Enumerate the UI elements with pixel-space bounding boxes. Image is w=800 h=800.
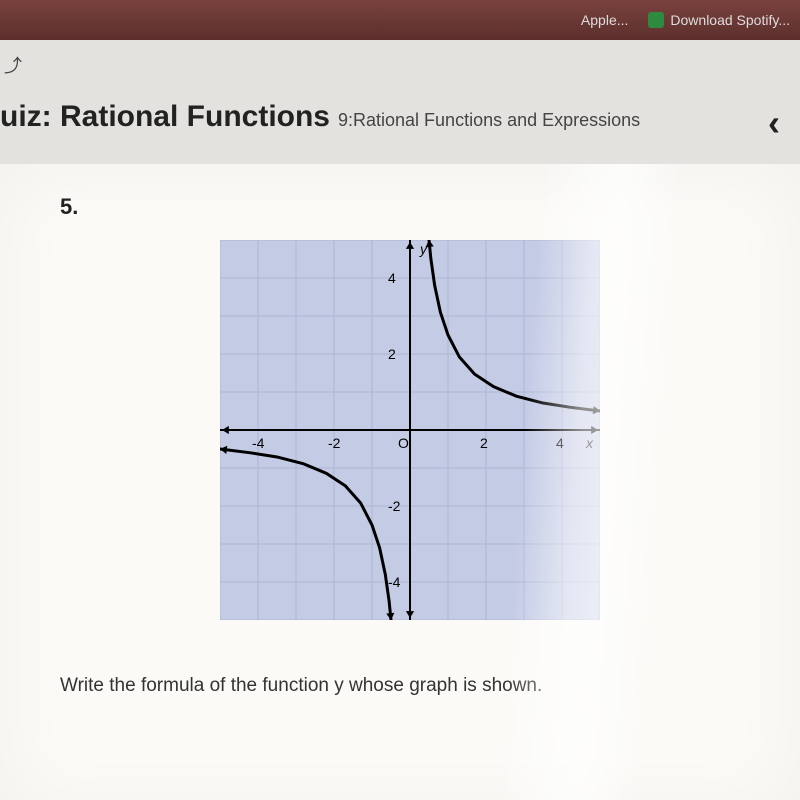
browser-chrome-bar: Apple... Download Spotify... <box>0 0 800 40</box>
question-card: 5. -4 -2 O 2 4 -4 -2 2 4 x y Write the formula of … <box>0 164 800 800</box>
svg-text:2: 2 <box>388 346 396 362</box>
svg-text:-2: -2 <box>388 498 401 514</box>
svg-text:4: 4 <box>388 270 396 286</box>
svg-text:O: O <box>398 435 409 451</box>
page-body: ⤴ ‹ uiz: Rational Functions 9:Rational F… <box>0 40 800 800</box>
tab-label: Apple... <box>581 12 628 28</box>
back-chevron-icon[interactable]: ‹ <box>768 102 780 144</box>
function-graph: -4 -2 O 2 4 -4 -2 2 4 x y <box>220 240 600 625</box>
svg-text:x: x <box>585 435 594 451</box>
page-title-row: uiz: Rational Functions 9:Rational Funct… <box>0 100 800 134</box>
question-number: 5. <box>60 194 760 220</box>
svg-text:-2: -2 <box>328 435 341 451</box>
svg-text:2: 2 <box>480 435 488 451</box>
svg-text:y: y <box>419 241 428 257</box>
browser-tab-spotify[interactable]: Download Spotify... <box>648 12 790 28</box>
svg-text:4: 4 <box>556 435 564 451</box>
svg-text:-4: -4 <box>388 574 401 590</box>
menu-icon[interactable]: ⤴ <box>4 52 22 78</box>
browser-tab-apple[interactable]: Apple... <box>581 12 628 28</box>
spotify-icon <box>648 12 664 28</box>
quiz-title: uiz: Rational Functions <box>0 100 330 134</box>
graph-svg: -4 -2 O 2 4 -4 -2 2 4 x y <box>220 240 600 620</box>
question-prompt: Write the formula of the function y whos… <box>60 675 760 697</box>
quiz-subtitle: 9:Rational Functions and Expressions <box>338 110 640 131</box>
tab-label: Download Spotify... <box>670 12 790 28</box>
svg-text:-4: -4 <box>252 435 265 451</box>
